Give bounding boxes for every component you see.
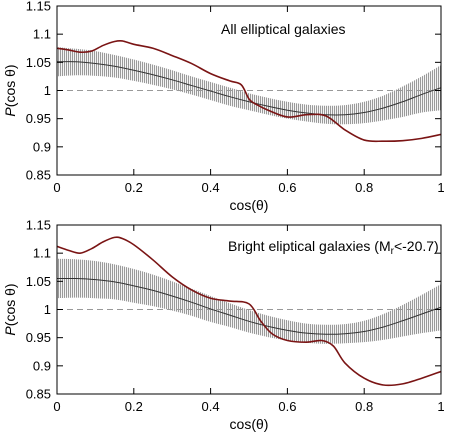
- y-tick-label: 1: [44, 83, 51, 98]
- x-tick-label: 0.2: [125, 399, 143, 414]
- x-tick-label: 0.4: [202, 399, 220, 414]
- top-x-axis-label: cos(θ): [230, 197, 269, 213]
- axis-ticks: [56, 224, 442, 395]
- y-axis-label-italic: P: [2, 326, 18, 336]
- plot-area: [57, 236, 441, 387]
- uncertainty-band: [57, 47, 441, 125]
- x-tick-label: 1: [437, 399, 444, 414]
- bottom-chart-panel: 0.85 0.9 0.95 1 1.05 1.1 1.15 0 0.2 0.4 …: [2, 218, 445, 433]
- y-axis-label-italic: P: [2, 107, 18, 117]
- observed-curve: [57, 39, 441, 143]
- x-tick-label: 0.8: [355, 399, 373, 414]
- mean-curve: [57, 61, 441, 116]
- y-tick-label: 1.15: [26, 218, 51, 233]
- y-tick-label: 1.05: [26, 55, 51, 70]
- x-tick-label: 0.8: [355, 180, 373, 195]
- plot-area: [57, 39, 441, 143]
- x-tick-label: 0.2: [125, 180, 143, 195]
- annotation-main: Bright eliptical galaxies (M: [228, 238, 391, 254]
- uncertainty-band: [57, 258, 441, 344]
- y-tick-label: 0.9: [33, 139, 51, 154]
- top-y-tick-labels: 0.85 0.9 0.95 1 1.05 1.1 1.15: [26, 0, 51, 183]
- y-tick-label: 1: [44, 302, 51, 317]
- y-axis-label-rest: (cos θ): [2, 64, 18, 107]
- bottom-x-tick-labels: 0 0.2 0.4 0.6 0.8 1: [53, 399, 444, 414]
- x-tick-label: 0.4: [202, 180, 220, 195]
- y-tick-label: 0.9: [33, 358, 51, 373]
- y-tick-label: 0.95: [26, 330, 51, 345]
- top-panel-annotation: All elliptical galaxies: [221, 21, 346, 37]
- bottom-y-axis-label: P(cos θ): [2, 283, 18, 335]
- mean-curve: [57, 277, 441, 335]
- x-tick-label: 0.6: [278, 399, 296, 414]
- y-tick-label: 1.1: [33, 27, 51, 42]
- annotation-suffix: <-20.7): [394, 238, 439, 254]
- y-tick-label: 0.85: [26, 168, 51, 183]
- y-tick-label: 1.1: [33, 246, 51, 261]
- x-tick-label: 1: [437, 180, 444, 195]
- y-tick-label: 0.85: [26, 387, 51, 402]
- x-tick-label: 0: [53, 180, 60, 195]
- y-axis-label-rest: (cos θ): [2, 283, 18, 326]
- top-chart-panel: 0.85 0.9 0.95 1 1.05 1.1 1.15 0 0.2 0.4 …: [2, 0, 445, 213]
- annotation-subscript: r: [391, 246, 395, 257]
- x-tick-label: 0: [53, 399, 60, 414]
- bottom-panel-annotation: Bright eliptical galaxies (Mr<-20.7): [228, 238, 439, 257]
- y-tick-label: 0.95: [26, 111, 51, 126]
- top-y-axis-label: P(cos θ): [2, 64, 18, 116]
- bottom-x-axis-label: cos(θ): [230, 416, 269, 432]
- observed-curve: [57, 236, 441, 387]
- x-tick-label: 0.6: [278, 180, 296, 195]
- y-tick-label: 1.15: [26, 0, 51, 14]
- annotation-main: All elliptical galaxies: [221, 21, 346, 37]
- axis-ticks: [56, 5, 442, 176]
- top-x-tick-labels: 0 0.2 0.4 0.6 0.8 1: [53, 180, 444, 195]
- bottom-y-tick-labels: 0.85 0.9 0.95 1 1.05 1.1 1.15: [26, 218, 51, 402]
- y-tick-label: 1.05: [26, 274, 51, 289]
